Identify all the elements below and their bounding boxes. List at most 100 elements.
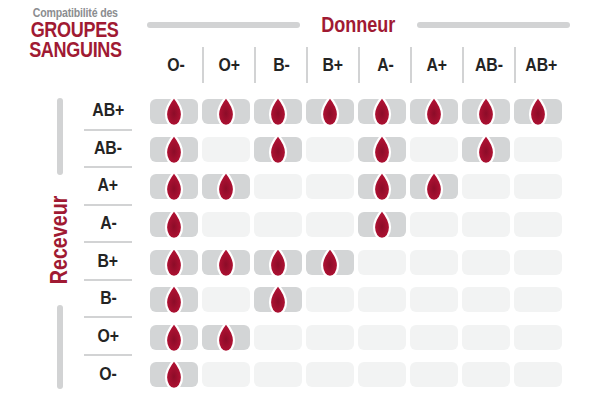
matrix-cell-B+-from-O+ — [202, 250, 250, 275]
matrix-cell-AB--from-B+ — [306, 137, 354, 162]
blood-drop-icon — [265, 283, 291, 316]
receiver-label-O+: O+ — [84, 318, 132, 356]
matrix-cell-A--from-B- — [254, 212, 302, 237]
blood-drop-icon — [161, 246, 187, 279]
matrix-cell-AB--from-AB+ — [514, 137, 562, 162]
blood-drop-icon — [161, 358, 187, 391]
blood-drop-icon — [369, 95, 395, 128]
matrix-cell-AB--from-AB- — [462, 137, 510, 162]
receiver-label-B+: B+ — [84, 243, 132, 281]
matrix-cell-A+-from-B+ — [306, 174, 354, 199]
matrix-cell-A--from-B+ — [306, 212, 354, 237]
blood-drop-icon — [213, 246, 239, 279]
matrix-cell-A+-from-B- — [254, 174, 302, 199]
matrix-cell-B--from-B- — [254, 287, 302, 312]
donor-axis-label: Donneur — [313, 12, 403, 38]
chart-title-line2: SANGUINS — [12, 40, 138, 60]
matrix-cell-B+-from-AB+ — [514, 250, 562, 275]
matrix-cell-O+-from-A+ — [410, 325, 458, 350]
matrix-cell-AB--from-O+ — [202, 137, 250, 162]
receiver-label-AB+: AB+ — [84, 93, 132, 131]
blood-drop-icon — [473, 95, 499, 128]
compatibility-matrix — [150, 93, 562, 394]
matrix-cell-O--from-B+ — [306, 362, 354, 387]
matrix-cell-AB+-from-O+ — [202, 99, 250, 124]
matrix-cell-O--from-O+ — [202, 362, 250, 387]
matrix-cell-B--from-O+ — [202, 287, 250, 312]
matrix-cell-B+-from-B- — [254, 250, 302, 275]
matrix-cell-A+-from-O- — [150, 174, 198, 199]
matrix-cell-A--from-AB- — [462, 212, 510, 237]
blood-drop-icon — [265, 246, 291, 279]
matrix-cell-AB+-from-AB+ — [514, 99, 562, 124]
donor-column-headers: O-O+B-B+A-A+AB-AB+ — [150, 47, 566, 83]
matrix-cell-B+-from-B+ — [306, 250, 354, 275]
blood-drop-icon — [213, 170, 239, 203]
blood-drop-icon — [421, 170, 447, 203]
blood-drop-icon — [161, 283, 187, 316]
matrix-cell-B+-from-A- — [358, 250, 406, 275]
matrix-cell-B--from-AB- — [462, 287, 510, 312]
matrix-cell-B--from-B+ — [306, 287, 354, 312]
matrix-cell-B--from-O- — [150, 287, 198, 312]
matrix-cell-AB+-from-B- — [254, 99, 302, 124]
blood-drop-icon — [161, 208, 187, 241]
blood-compatibility-chart: Compatibilité des GROUPES SANGUINS Donne… — [0, 0, 600, 400]
blood-drop-icon — [161, 170, 187, 203]
matrix-cell-AB--from-O- — [150, 137, 198, 162]
matrix-cell-O--from-O- — [150, 362, 198, 387]
matrix-cell-O+-from-AB+ — [514, 325, 562, 350]
receiver-label-AB-: AB- — [84, 131, 132, 169]
matrix-cell-O+-from-B+ — [306, 325, 354, 350]
matrix-cell-A+-from-AB- — [462, 174, 510, 199]
donor-header-O+: O+ — [202, 47, 254, 83]
receiver-label-B-: B- — [84, 281, 132, 319]
matrix-cell-O--from-A+ — [410, 362, 458, 387]
matrix-cell-B+-from-A+ — [410, 250, 458, 275]
blood-drop-icon — [213, 321, 239, 354]
blood-drop-icon — [369, 133, 395, 166]
receiver-label-A-: A- — [84, 206, 132, 244]
blood-drop-icon — [369, 170, 395, 203]
matrix-cell-B+-from-O- — [150, 250, 198, 275]
matrix-cell-AB+-from-AB- — [462, 99, 510, 124]
receiver-row-labels: AB+AB-A+A-B+B-O+O- — [84, 93, 132, 394]
matrix-cell-B--from-A- — [358, 287, 406, 312]
matrix-cell-O+-from-B- — [254, 325, 302, 350]
donor-axis-bar: Donneur — [147, 12, 570, 38]
donor-header-AB-: AB- — [462, 47, 514, 83]
matrix-cell-AB--from-A- — [358, 137, 406, 162]
matrix-cell-O--from-AB- — [462, 362, 510, 387]
donor-axis-line-right — [417, 22, 570, 28]
blood-drop-icon — [213, 95, 239, 128]
donor-header-B+: B+ — [306, 47, 358, 83]
blood-drop-icon — [369, 208, 395, 241]
matrix-cell-O--from-A- — [358, 362, 406, 387]
matrix-cell-O+-from-O- — [150, 325, 198, 350]
blood-drop-icon — [265, 95, 291, 128]
matrix-cell-AB+-from-A+ — [410, 99, 458, 124]
matrix-cell-O+-from-AB- — [462, 325, 510, 350]
matrix-cell-O--from-AB+ — [514, 362, 562, 387]
chart-title-block: Compatibilité des GROUPES SANGUINS — [12, 7, 138, 60]
matrix-cell-A+-from-A- — [358, 174, 406, 199]
matrix-cell-B--from-A+ — [410, 287, 458, 312]
donor-header-A+: A+ — [410, 47, 462, 83]
matrix-cell-AB--from-A+ — [410, 137, 458, 162]
matrix-cell-A--from-O+ — [202, 212, 250, 237]
receiver-label-O-: O- — [84, 356, 132, 394]
blood-drop-icon — [161, 321, 187, 354]
donor-header-B-: B- — [254, 47, 306, 83]
receiver-axis-line-bottom — [57, 305, 63, 389]
blood-drop-icon — [161, 133, 187, 166]
blood-drop-icon — [317, 246, 343, 279]
matrix-cell-AB+-from-O- — [150, 99, 198, 124]
matrix-cell-AB--from-B- — [254, 137, 302, 162]
blood-drop-icon — [473, 133, 499, 166]
matrix-cell-AB+-from-A- — [358, 99, 406, 124]
donor-header-A-: A- — [358, 47, 410, 83]
matrix-cell-B--from-AB+ — [514, 287, 562, 312]
blood-drop-icon — [265, 133, 291, 166]
matrix-cell-A--from-A+ — [410, 212, 458, 237]
donor-axis-line-left — [147, 22, 300, 28]
